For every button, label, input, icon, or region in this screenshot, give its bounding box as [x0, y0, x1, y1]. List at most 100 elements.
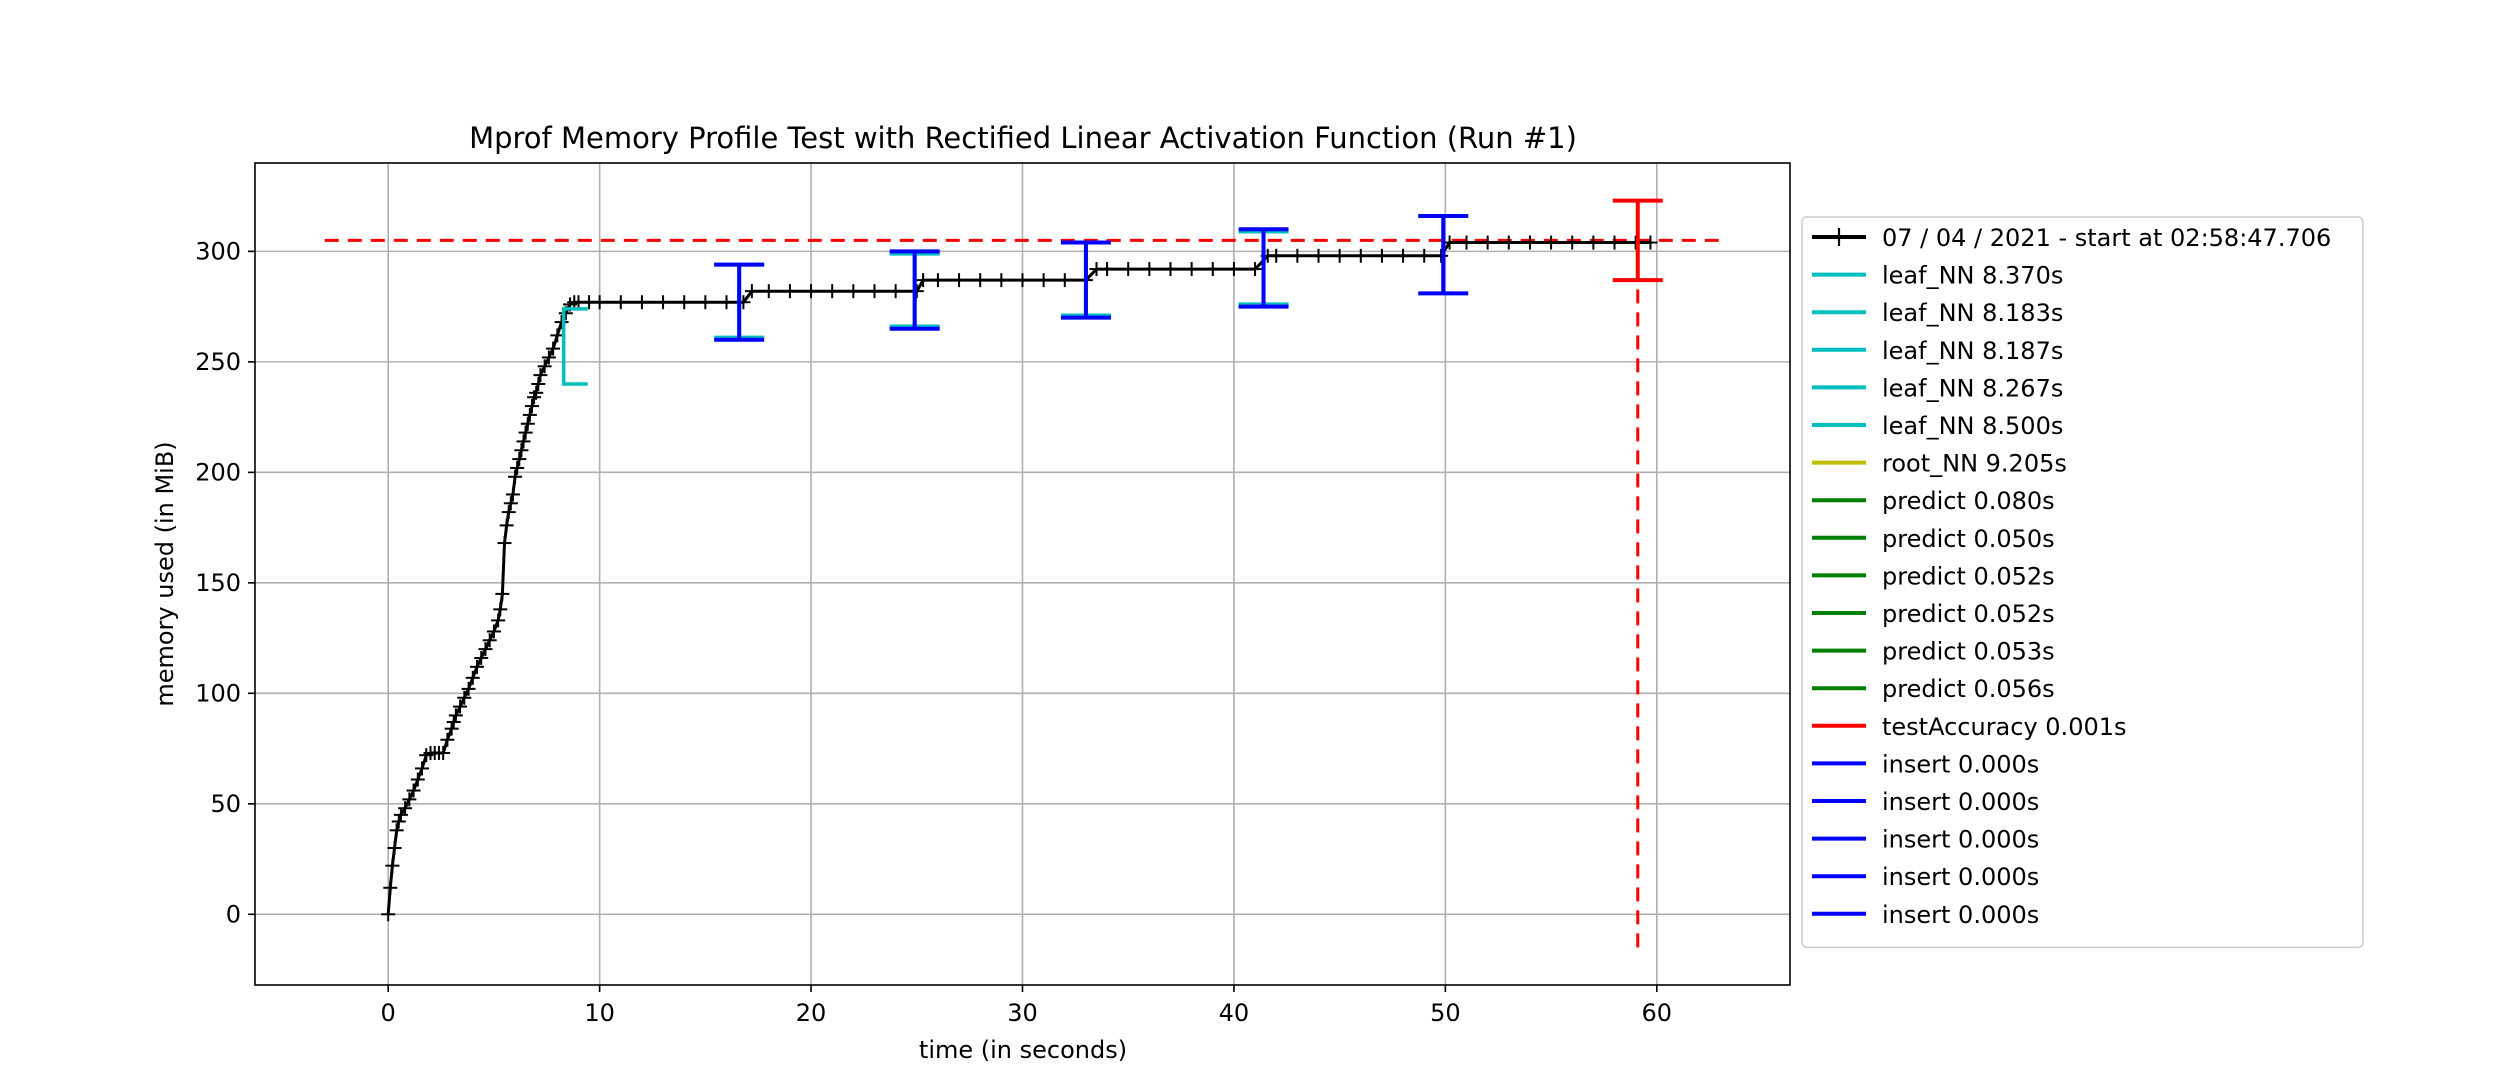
memory-sample-marker — [457, 690, 472, 705]
memory-sample-marker — [398, 801, 413, 816]
x-tick-label: 20 — [796, 999, 827, 1027]
memory-sample-marker — [1057, 273, 1072, 288]
memory-sample-marker — [1332, 248, 1347, 263]
function-bracket — [1238, 227, 1289, 309]
memory-sample-marker — [1248, 262, 1263, 277]
memory-sample-marker — [474, 650, 489, 665]
memory-sample-marker — [410, 772, 425, 787]
memory-sample-marker — [1480, 235, 1495, 250]
memory-sample-marker — [1142, 262, 1157, 277]
legend-label: insert 0.000s — [1882, 788, 2039, 816]
memory-sample-marker — [909, 284, 924, 299]
x-tick-label: 60 — [1642, 999, 1673, 1027]
memory-sample-marker — [1226, 262, 1241, 277]
memory-sample-marker — [453, 699, 468, 714]
function-bracket — [1612, 198, 1663, 283]
memory-sample-marker — [501, 505, 516, 520]
legend-entry: predict 0.052s — [1812, 562, 2055, 590]
memory-sample-marker — [389, 823, 404, 838]
memory-sample-marker — [1396, 248, 1411, 263]
memory-sample-marker — [510, 460, 525, 475]
memory-sample-marker — [1015, 273, 1030, 288]
legend: 07 / 04 / 2021 - start at 02:58:47.706 le… — [1801, 216, 2364, 949]
memory-sample-marker — [497, 536, 512, 551]
legend-entry: 07 / 04 / 2021 - start at 02:58:47.706 — [1812, 224, 2331, 252]
memory-sample-marker — [415, 761, 430, 776]
memory-sample-marker — [546, 341, 561, 356]
memory-sample-marker — [522, 407, 537, 422]
x-tick-label: 50 — [1430, 999, 1461, 1027]
memory-sample-marker — [1501, 235, 1516, 250]
legend-label: leaf_NN 8.500s — [1882, 412, 2063, 440]
memory-sample-marker — [1374, 248, 1389, 263]
memory-sample-marker — [512, 452, 527, 467]
memory-sample-marker — [518, 425, 533, 440]
chart-title: Mprof Memory Profile Test with Rectified… — [469, 121, 1577, 155]
memory-sample-marker — [491, 613, 506, 628]
legend-entry: predict 0.050s — [1812, 525, 2055, 553]
memory-series — [381, 235, 1658, 922]
legend-label: predict 0.053s — [1882, 638, 2055, 666]
function-bracket — [889, 249, 940, 331]
memory-sample-marker — [867, 284, 882, 299]
memory-sample-marker — [1586, 235, 1601, 250]
legend-entry: predict 0.056s — [1812, 675, 2055, 703]
legend-label: leaf_NN 8.187s — [1882, 337, 2063, 365]
function-bracket — [714, 262, 765, 342]
memory-sample-marker — [478, 642, 493, 657]
memory-sample-marker — [1121, 262, 1136, 277]
y-axis-label: memory used (in MiB) — [151, 441, 179, 706]
memory-sample-marker — [719, 295, 734, 310]
x-tick-label: 40 — [1219, 999, 1250, 1027]
memory-sample-marker — [1643, 235, 1658, 250]
memory-sample-marker — [529, 385, 544, 400]
memory-sample-marker — [516, 434, 531, 449]
legend-box — [1801, 216, 2364, 949]
memory-sample-marker — [541, 350, 556, 365]
memory-sample-marker — [888, 284, 903, 299]
legend-label: predict 0.052s — [1882, 600, 2055, 628]
memory-sample-marker — [634, 295, 649, 310]
memory-sample-marker — [554, 315, 569, 330]
bracket-shape — [561, 307, 588, 386]
x-axis-label: time (in seconds) — [919, 1036, 1127, 1064]
legend-entry: leaf_NN 8.500s — [1812, 412, 2063, 440]
memory-sample-marker — [1269, 248, 1284, 263]
y-tick-label: 250 — [195, 348, 241, 376]
memory-sample-marker — [973, 273, 988, 288]
legend-entry: insert 0.000s — [1812, 901, 2039, 929]
y-tick-label: 0 — [226, 900, 241, 928]
memory-sample-marker — [537, 359, 552, 374]
memory-sample-marker — [505, 487, 520, 502]
memory-sample-marker — [592, 295, 607, 310]
memory-sample-marker — [486, 624, 501, 639]
legend-label: testAccuracy 0.001s — [1882, 713, 2127, 741]
x-tick-label: 0 — [381, 999, 396, 1027]
legend-label: insert 0.000s — [1882, 901, 2039, 929]
axis-ticks: 0 10 20 30 40 50 60 0 50 100 150 200 250 300 — [195, 237, 1672, 1027]
memory-sample-marker — [520, 416, 535, 431]
function-bracket — [1060, 240, 1111, 320]
memory-sample-marker — [436, 745, 451, 760]
memory-sample-marker — [499, 518, 514, 533]
memory-sample-marker — [461, 681, 476, 696]
legend-entry: predict 0.052s — [1812, 600, 2055, 628]
legend-label: insert 0.000s — [1882, 863, 2039, 891]
legend-entry: leaf_NN 8.183s — [1812, 299, 2063, 327]
legend-entry: insert 0.000s — [1812, 826, 2039, 854]
memory-sample-marker — [448, 708, 463, 723]
memory-sample-marker — [524, 399, 539, 414]
memory-sample-marker — [994, 273, 1009, 288]
memory-sample-marker — [1205, 262, 1220, 277]
memory-sample-marker — [1434, 248, 1449, 263]
y-tick-label: 50 — [210, 790, 241, 818]
memory-sample-marker — [444, 721, 459, 736]
x-tick-label: 10 — [584, 999, 615, 1027]
legend-label: predict 0.080s — [1882, 487, 2055, 515]
legend-label: predict 0.050s — [1882, 525, 2055, 553]
y-tick-label: 150 — [195, 569, 241, 597]
legend-entry: predict 0.053s — [1812, 638, 2055, 666]
memory-sample-marker — [930, 273, 945, 288]
memory-sample-marker — [1417, 248, 1432, 263]
memory-sample-marker — [1565, 235, 1580, 250]
